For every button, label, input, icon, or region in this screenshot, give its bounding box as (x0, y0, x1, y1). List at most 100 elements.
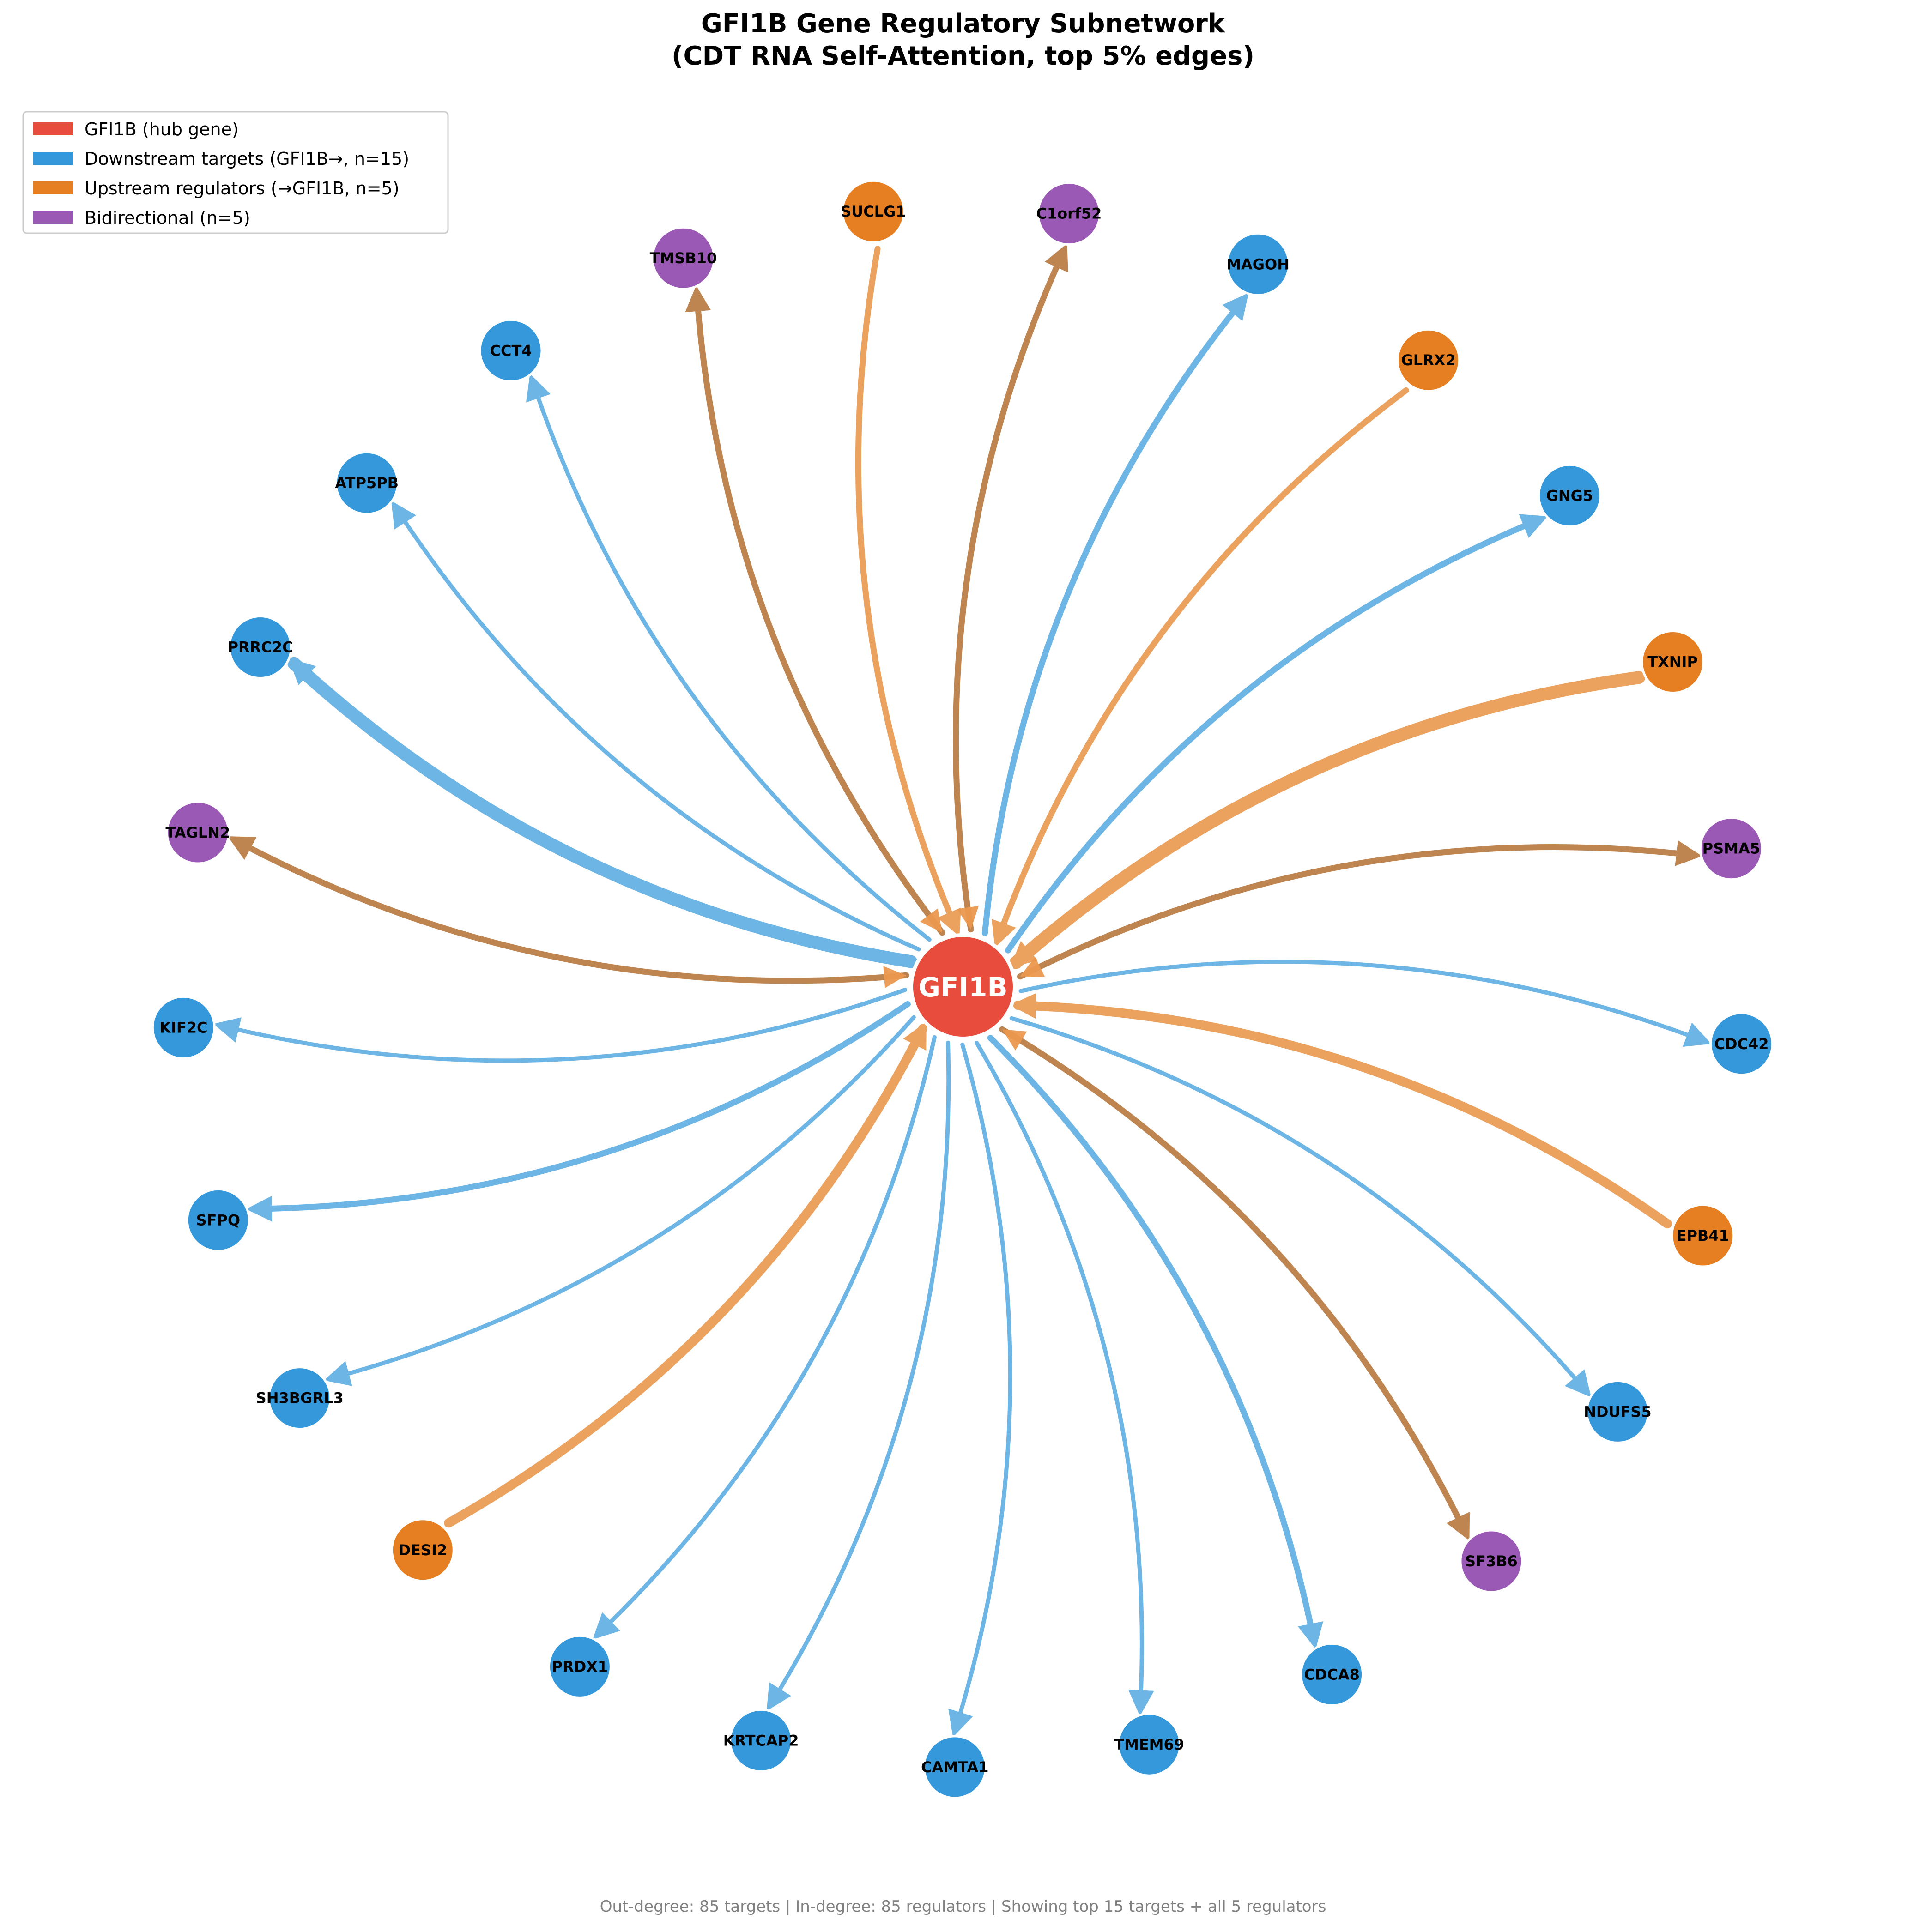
gene-node-suclg1[interactable]: SUCLG1 (841, 179, 906, 244)
gene-node-glrx2[interactable]: GLRX2 (1396, 328, 1461, 392)
gene-node-circle (1671, 1203, 1735, 1268)
legend-swatch-bidirectional (33, 211, 73, 224)
gene-node-label: GNG5 (1546, 487, 1593, 504)
gene-node-label: ATP5PB (335, 474, 399, 492)
gene-node-label: TAGLN2 (165, 824, 230, 841)
edge-head-tmsb10 (920, 908, 942, 933)
gene-node-prrc2c[interactable]: PRRC2C (228, 615, 293, 679)
gene-node-epb41[interactable]: EPB41 (1671, 1203, 1735, 1268)
gene-node-label: TMSB10 (650, 249, 717, 267)
edge-gng5 (1005, 514, 1548, 954)
gene-node-kif2c[interactable]: KIF2C (151, 995, 216, 1060)
gene-node-circle (1117, 1712, 1181, 1777)
gene-node-circle (1699, 816, 1763, 881)
gene-node-circle (1396, 328, 1461, 392)
gene-node-tmem69[interactable]: TMEM69 (1114, 1712, 1184, 1777)
edge-glrx2 (991, 387, 1409, 948)
legend-swatch-upstream (33, 181, 73, 194)
gene-node-label: TXNIP (1647, 653, 1698, 671)
gene-node-circle (1537, 463, 1602, 528)
gene-node-label: MAGOH (1226, 255, 1290, 273)
edge-cdc42 (1018, 960, 1712, 1047)
gene-node-circle (922, 1735, 987, 1799)
gene-node-magoh[interactable]: MAGOH (1226, 232, 1290, 296)
edge-krtcap2 (766, 1040, 951, 1711)
gene-node-circle (651, 226, 715, 290)
edge-tmem69 (975, 1041, 1154, 1716)
gene-node-label: SF3B6 (1465, 1552, 1518, 1570)
edge-prdx1 (592, 1035, 937, 1640)
footer-summary: Out-degree: 85 targets | In-degree: 85 r… (600, 1897, 1326, 1916)
gene-node-label: C1orf52 (1036, 205, 1102, 223)
edge-head-tagln2 (883, 966, 906, 988)
gene-node-circle (478, 318, 543, 383)
gene-node-label: DESI2 (398, 1541, 447, 1559)
gene-node-circle (267, 1366, 332, 1431)
gene-node-atp5pb[interactable]: ATP5PB (334, 451, 399, 515)
gene-node-psma5[interactable]: PSMA5 (1699, 816, 1763, 881)
gene-node-circle (1036, 181, 1101, 246)
gene-node-sf3b6[interactable]: SF3B6 (1459, 1529, 1524, 1594)
gene-node-circle (151, 995, 216, 1060)
gene-node-sfpq[interactable]: SFPQ (186, 1188, 250, 1252)
legend-swatch-downstream (33, 152, 73, 165)
legend-swatch-hub (33, 122, 73, 135)
edge-sfpq (246, 1001, 911, 1222)
gene-node-sh3bgrl3[interactable]: SH3BGRL3 (256, 1366, 344, 1431)
edge-suclg1 (855, 246, 961, 936)
edge-head-c1orf52 (957, 906, 979, 930)
gene-node-label: EPB41 (1677, 1227, 1729, 1244)
legend: GFI1B (hub gene) Downstream targets (GFI… (22, 111, 449, 234)
gene-node-label: KRTCAP2 (723, 1732, 799, 1749)
gene-node-circle (228, 615, 292, 679)
gene-node-circle (1226, 232, 1290, 296)
gene-node-desi2[interactable]: DESI2 (390, 1518, 455, 1582)
gene-node-circle (729, 1708, 793, 1773)
gene-node-label: SUCLG1 (841, 203, 906, 220)
gene-node-cdc42[interactable]: CDC42 (1709, 1012, 1774, 1076)
gene-node-circle (547, 1634, 612, 1699)
gene-node-cct4[interactable]: CCT4 (478, 318, 543, 383)
gene-node-circle (1585, 1379, 1650, 1444)
gene-node-txnip[interactable]: TXNIP (1641, 630, 1705, 694)
gene-node-label: TMEM69 (1114, 1736, 1184, 1753)
edge-desi2 (444, 1021, 928, 1528)
gene-node-label: SH3BGRL3 (256, 1389, 344, 1407)
gene-node-circle (1641, 630, 1705, 694)
edge-psma5 (1017, 840, 1702, 980)
edge-epb41 (1010, 993, 1672, 1229)
gene-node-circle (186, 1188, 250, 1252)
gene-node-gng5[interactable]: GNG5 (1537, 463, 1602, 528)
gene-node-circle (165, 800, 230, 865)
edge-tagln2 (227, 836, 909, 984)
gene-node-circle (841, 179, 906, 244)
gene-node-camta1[interactable]: CAMTA1 (921, 1735, 989, 1799)
edge-tmsb10 (685, 285, 945, 936)
gene-node-ndufs5[interactable]: NDUFS5 (1584, 1379, 1652, 1444)
gene-node-tmsb10[interactable]: TMSB10 (650, 226, 717, 290)
gene-node-prdx1[interactable]: PRDX1 (547, 1634, 612, 1699)
gene-node-krtcap2[interactable]: KRTCAP2 (723, 1708, 799, 1773)
gene-node-c1orf52[interactable]: C1orf52 (1036, 181, 1102, 246)
edge-head-sf3b6 (1002, 1029, 1027, 1051)
edge-prrc2c (287, 657, 918, 968)
gene-node-label: PRRC2C (228, 639, 293, 656)
gene-node-label: PSMA5 (1702, 840, 1760, 857)
gene-node-label: CCT4 (490, 342, 532, 359)
hub-node[interactable]: GFI1B (909, 933, 1017, 1040)
gene-node-label: SFPQ (196, 1211, 241, 1229)
edge-txnip (1009, 671, 1645, 969)
node-layer: TAGLN2 PRRC2C ATP5PB CCT4 TMSB10 SUCLG1 C1orf5… (151, 179, 1774, 1799)
edge-atp5pb (391, 501, 921, 952)
gene-node-cdca8[interactable]: CDCA8 (1300, 1642, 1364, 1707)
gene-node-label: KIF2C (159, 1019, 207, 1036)
edge-c1orf52 (952, 243, 1068, 933)
edge-sf3b6 (999, 1026, 1470, 1541)
gene-node-tagln2[interactable]: TAGLN2 (165, 800, 230, 865)
gene-node-circle (1300, 1642, 1364, 1707)
chart-title-line2: (CDT RNA Self-Attention, top 5% edges) (672, 41, 1254, 71)
edge-magoh (981, 293, 1249, 936)
edge-cct4 (526, 374, 932, 942)
edge-cdca8 (987, 1035, 1323, 1649)
